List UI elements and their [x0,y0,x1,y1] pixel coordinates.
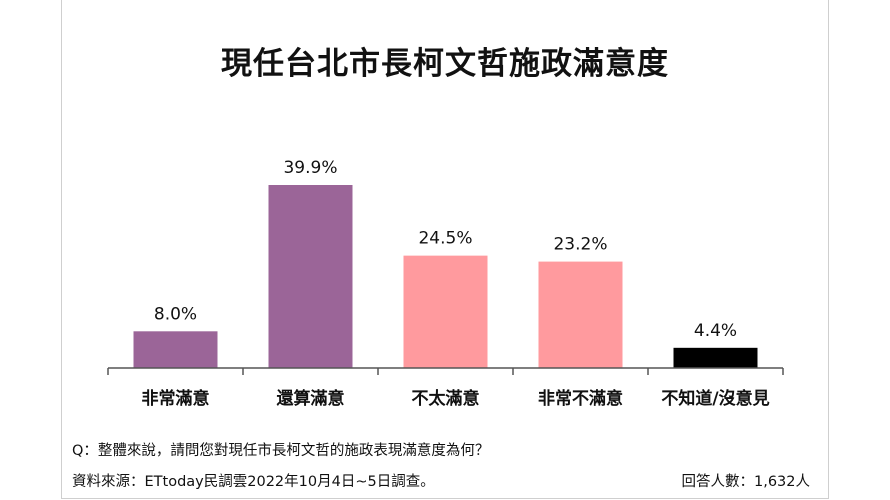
bar-4 [538,261,623,368]
bar-3 [403,255,488,368]
data-label-3: 24.5% [418,229,472,249]
category-label-4: 非常不滿意 [538,388,623,409]
category-label-3: 不太滿意 [412,388,480,409]
bar-2 [268,185,353,368]
bar-1 [133,331,218,368]
chart-frame [61,0,829,499]
category-label-1: 非常滿意 [142,388,210,409]
data-label-1: 8.0% [154,304,197,324]
data-label-4: 23.2% [553,235,607,255]
data-label-2: 39.9% [283,158,337,178]
data-label-5: 4.4% [694,321,737,341]
respondent-count: 回答人數：1,632人 [681,474,810,490]
survey-question: Q：整體來說，請問您對現任市長柯文哲的施政表現滿意度為何？ [72,443,490,459]
category-label-5: 不知道/沒意見 [661,388,769,409]
bar-5 [673,347,758,368]
chart-title: 現任台北市長柯文哲施政滿意度 [221,46,669,82]
data-source: 資料來源：ETtoday民調雲2022年10月4日~5日調查。 [72,474,435,490]
category-label-2: 還算滿意 [277,388,345,409]
